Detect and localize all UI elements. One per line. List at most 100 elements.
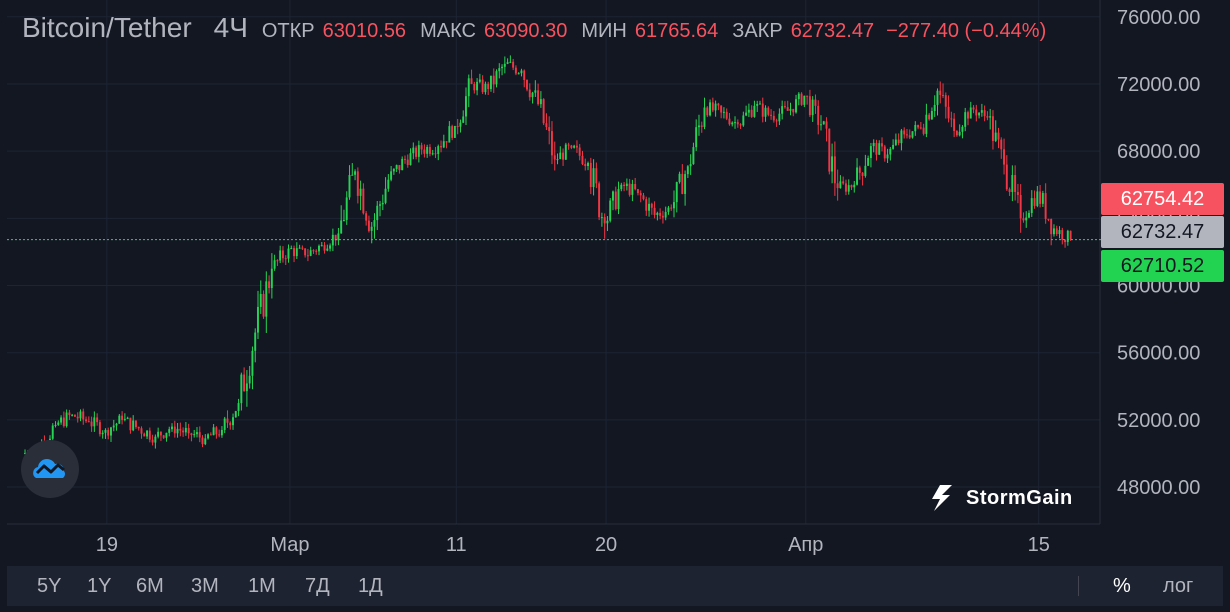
candle-body xyxy=(953,118,956,131)
range-7d-button[interactable]: 7Д xyxy=(305,575,330,597)
candle-body xyxy=(847,185,850,192)
candle-body xyxy=(270,268,273,289)
candle-body xyxy=(839,181,842,189)
candle-body xyxy=(684,174,687,194)
candle-body xyxy=(567,144,570,146)
candle-body xyxy=(978,112,981,116)
range-1m-button[interactable]: 1M xyxy=(248,575,276,597)
candle-body xyxy=(747,109,750,113)
candle-body xyxy=(844,183,847,192)
candle-body xyxy=(606,220,609,224)
candle-body xyxy=(315,250,318,252)
range-3m-button[interactable]: 3M xyxy=(191,575,219,597)
candle-body xyxy=(786,107,789,111)
candle-body xyxy=(198,432,201,438)
low-value: 61765.64 xyxy=(634,20,719,42)
candle-body xyxy=(894,139,897,145)
candle-body xyxy=(440,146,442,148)
candle-body xyxy=(1030,198,1033,214)
candle-body xyxy=(842,181,845,184)
tradingview-logo-button[interactable] xyxy=(21,440,79,498)
candle-body xyxy=(1014,175,1017,193)
candle-body xyxy=(1033,198,1036,206)
candle-body xyxy=(661,215,664,218)
candle-body xyxy=(997,132,1000,140)
candle-body xyxy=(739,124,742,126)
candle-body xyxy=(758,103,761,105)
candle-body xyxy=(825,121,828,129)
range-1d-button[interactable]: 1Д xyxy=(358,575,383,597)
candle-body xyxy=(905,134,908,136)
candle-body xyxy=(281,250,284,259)
candle-body xyxy=(351,174,354,176)
percent-scale-toggle[interactable]: % xyxy=(1113,575,1131,597)
candle-body xyxy=(595,168,598,184)
candle-body xyxy=(881,143,883,147)
candle-body xyxy=(204,438,207,445)
candle-body xyxy=(171,426,173,430)
candle-body xyxy=(151,439,154,443)
candle-body xyxy=(592,168,595,188)
candle-body xyxy=(1005,164,1008,190)
candle-body xyxy=(367,220,370,231)
candle-body xyxy=(60,417,63,423)
candle-body xyxy=(503,63,506,67)
candle-body xyxy=(57,422,60,425)
candle-body xyxy=(376,205,379,221)
candle-body xyxy=(212,427,215,436)
candle-body xyxy=(179,428,182,431)
candle-body xyxy=(836,183,839,189)
candle-body xyxy=(642,195,645,200)
candle-body xyxy=(426,147,429,154)
candle-body xyxy=(875,142,878,155)
candle-body xyxy=(51,425,54,439)
candle-body xyxy=(148,430,151,440)
log-scale-toggle[interactable]: лог xyxy=(1163,575,1194,597)
symbol-title: Bitcoin/Tether xyxy=(22,12,192,43)
candle-body xyxy=(434,153,437,155)
candle-body xyxy=(112,425,115,428)
candle-body xyxy=(132,420,135,431)
candle-body xyxy=(240,374,243,404)
candle-body xyxy=(778,113,781,122)
candle-body xyxy=(85,419,87,422)
candle-body xyxy=(384,188,387,203)
candle-body xyxy=(98,422,101,435)
candle-body xyxy=(223,418,226,430)
candle-body xyxy=(531,92,534,98)
candle-body xyxy=(168,429,171,433)
candle-body xyxy=(448,126,451,143)
candle-body xyxy=(501,66,503,69)
candle-body xyxy=(925,114,928,134)
candle-body xyxy=(534,90,537,93)
candle-body xyxy=(290,248,293,250)
x-tick-label: 20 xyxy=(595,534,617,556)
bottom-toolbar: 5Y 1Y 6M 3M 1M 7Д 1Д % лог xyxy=(7,566,1223,606)
candle-body xyxy=(1064,239,1067,243)
candle-body xyxy=(681,173,684,194)
candle-body xyxy=(104,429,107,433)
candle-body xyxy=(157,431,160,437)
candle-body xyxy=(465,96,467,117)
candle-body xyxy=(645,199,648,211)
candle-body xyxy=(714,103,717,111)
x-tick-label: Апр xyxy=(788,534,823,556)
candle-body xyxy=(359,188,362,196)
candle-body xyxy=(986,116,989,118)
range-6m-button[interactable]: 6M xyxy=(136,575,164,597)
bid-price-tag: 62710.52 xyxy=(1101,250,1224,282)
candle-body xyxy=(697,125,700,128)
candle-body xyxy=(722,111,725,113)
timeframe-label[interactable]: 4Ч xyxy=(213,12,248,43)
candle-body xyxy=(318,245,320,252)
candle-body xyxy=(542,99,545,124)
candle-body xyxy=(398,165,401,171)
range-1y-button[interactable]: 1Y xyxy=(87,575,112,597)
candle-body xyxy=(850,185,853,188)
candle-body xyxy=(975,109,978,116)
candle-body xyxy=(268,281,271,289)
range-5y-button[interactable]: 5Y xyxy=(37,575,62,597)
candle-body xyxy=(154,436,157,443)
candle-body xyxy=(445,141,448,143)
